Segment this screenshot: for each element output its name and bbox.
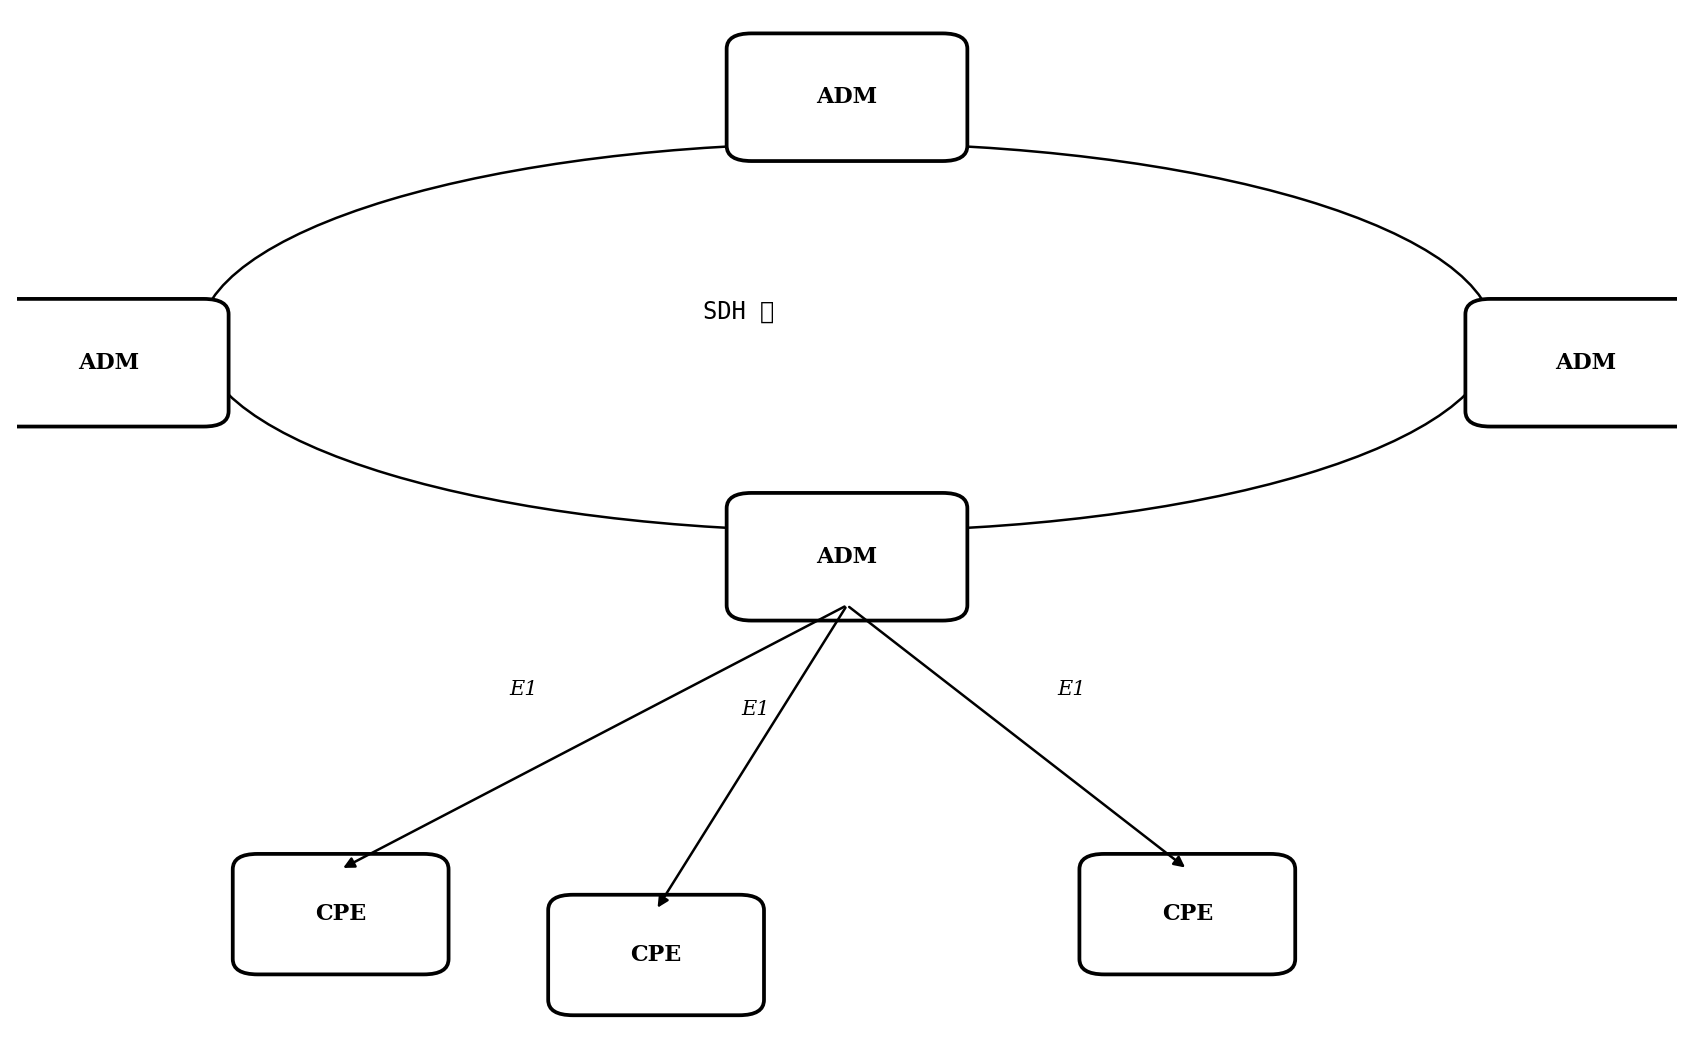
Text: SDH 环: SDH 环 (703, 300, 774, 324)
Text: CPE: CPE (630, 944, 681, 966)
Text: ADM: ADM (1555, 352, 1616, 374)
Text: ADM: ADM (817, 86, 877, 108)
Text: ADM: ADM (817, 546, 877, 568)
Text: CPE: CPE (1162, 903, 1213, 925)
FancyBboxPatch shape (1465, 299, 1694, 426)
FancyBboxPatch shape (549, 895, 764, 1015)
FancyBboxPatch shape (232, 853, 449, 974)
Text: CPE: CPE (315, 903, 366, 925)
Text: E1: E1 (508, 680, 537, 699)
Text: E1: E1 (1057, 680, 1086, 699)
FancyBboxPatch shape (727, 493, 967, 621)
Text: E1: E1 (742, 700, 771, 719)
Text: ADM: ADM (78, 352, 139, 374)
FancyBboxPatch shape (727, 33, 967, 162)
FancyBboxPatch shape (1079, 853, 1296, 974)
FancyBboxPatch shape (0, 299, 229, 426)
